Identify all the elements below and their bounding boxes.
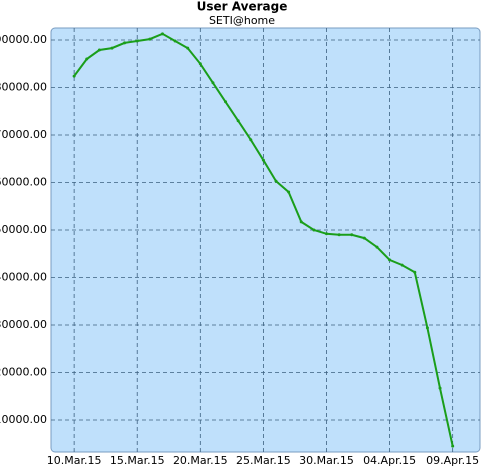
y-tick-label: 90000.00 — [0, 33, 47, 46]
data-point — [299, 220, 303, 224]
data-point — [123, 41, 127, 45]
data-point — [400, 263, 404, 267]
data-point — [186, 46, 190, 50]
data-point — [324, 232, 328, 236]
data-point — [337, 233, 341, 237]
data-point — [110, 46, 114, 50]
data-point — [362, 236, 366, 240]
y-tick-label: 70000.00 — [0, 128, 47, 141]
y-tick-label: 80000.00 — [0, 81, 47, 94]
chart-subtitle: SETI@home — [209, 14, 275, 27]
x-tick-label: 20.Mar.15 — [173, 454, 228, 467]
data-point — [72, 74, 76, 78]
data-point — [97, 48, 101, 52]
data-point — [451, 444, 455, 448]
data-point — [425, 326, 429, 330]
y-tick-label: 60000.00 — [0, 176, 47, 189]
data-point — [224, 100, 228, 104]
x-tick-label: 04.Apr.15 — [363, 454, 416, 467]
data-point — [287, 190, 291, 194]
x-tick-label: 30.Mar.15 — [299, 454, 354, 467]
data-point — [173, 39, 177, 43]
chart-title: User Average — [197, 0, 288, 14]
y-tick-label: 10000.00 — [0, 413, 47, 426]
data-point — [249, 138, 253, 142]
data-point — [312, 228, 316, 232]
data-point — [388, 258, 392, 262]
data-point — [236, 119, 240, 123]
y-tick-label: 40000.00 — [0, 270, 47, 283]
plot-area — [50, 27, 481, 453]
data-point — [261, 158, 265, 162]
x-tick-label: 10.Mar.15 — [47, 454, 102, 467]
data-point — [274, 179, 278, 183]
data-point — [211, 81, 215, 85]
y-tick-label: 30000.00 — [0, 318, 47, 331]
data-point — [350, 233, 354, 237]
x-tick-label: 25.Mar.15 — [236, 454, 291, 467]
y-tick-label: 50000.00 — [0, 223, 47, 236]
data-point — [160, 32, 164, 36]
data-point — [85, 57, 89, 61]
data-point — [375, 245, 379, 249]
data-point — [413, 270, 417, 274]
data-point — [135, 39, 139, 43]
data-point — [148, 37, 152, 41]
data-point — [438, 386, 442, 390]
x-tick-label: 15.Mar.15 — [110, 454, 165, 467]
x-tick-label: 09.Apr.15 — [426, 454, 479, 467]
data-point — [198, 62, 202, 66]
y-tick-label: 20000.00 — [0, 365, 47, 378]
